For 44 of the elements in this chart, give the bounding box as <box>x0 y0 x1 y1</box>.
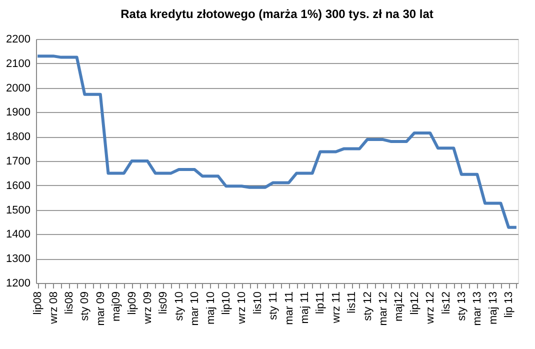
line-series <box>36 54 518 229</box>
y-tick-label: 1700 <box>6 156 30 168</box>
x-tick-label: sty 09 <box>79 292 92 321</box>
x-tick-label: maj 11 <box>298 292 311 324</box>
x-tick-label: sty 11 <box>268 292 280 320</box>
y-tick-label: 1400 <box>6 228 30 241</box>
x-tick-label: maj12 <box>393 292 406 322</box>
x-tick-label: lip09 <box>126 292 138 315</box>
y-tick-label: 1200 <box>6 278 30 290</box>
x-tick-label: mar 13 <box>472 292 484 326</box>
x-tick-label: maj09 <box>110 292 123 322</box>
y-tick-label: 1600 <box>6 180 30 192</box>
y-tick-label: 1300 <box>6 253 30 266</box>
x-tick-label: wrz 10 <box>236 292 248 325</box>
y-tick-label: 2200 <box>6 34 30 46</box>
x-tick-label: lip08 <box>32 292 44 315</box>
x-tick-label: mar 11 <box>283 292 296 325</box>
x-tick-label: lip10 <box>220 292 232 315</box>
x-tick-label: sty 13 <box>456 292 468 321</box>
x-tick-label: lis12 <box>440 292 452 314</box>
x-tick-label: sty 12 <box>362 292 374 321</box>
x-tick-label: lis09 <box>158 292 170 314</box>
x-tick-label: maj 10 <box>204 292 217 325</box>
x-tick-label: lip12 <box>408 292 421 315</box>
x-tick-label: lip11 <box>314 292 327 314</box>
x-tick-label: wrz 09 <box>142 292 154 325</box>
chart-title: Rata kredytu złotowego (marża 1%) 300 tys. zł na 30 lat <box>120 7 434 21</box>
x-tick-label: wrz 12 <box>424 292 437 325</box>
y-tick-label: 1500 <box>6 204 30 216</box>
x-tick-label: mar 12 <box>377 292 390 326</box>
x-tick-label: mar 09 <box>94 292 107 326</box>
y-tick-label: 1900 <box>6 106 30 119</box>
y-tick-label: 2000 <box>6 82 30 94</box>
x-tick-label: lis10 <box>252 292 264 314</box>
x-tick-label: sty 10 <box>173 292 186 321</box>
x-tick-label: mar 10 <box>189 292 202 326</box>
x-tick-label: lip 13 <box>503 292 516 318</box>
x-tick-label: lis11 <box>346 292 358 314</box>
x-tick-label: lis08 <box>63 292 76 314</box>
x-tick-label: wrz 08 <box>48 292 60 325</box>
y-tick-label: 1800 <box>6 131 30 144</box>
y-tick-label: 2100 <box>6 58 30 70</box>
x-tick-label: wrz 11 <box>330 292 342 324</box>
x-tick-label: maj 13 <box>487 292 500 325</box>
